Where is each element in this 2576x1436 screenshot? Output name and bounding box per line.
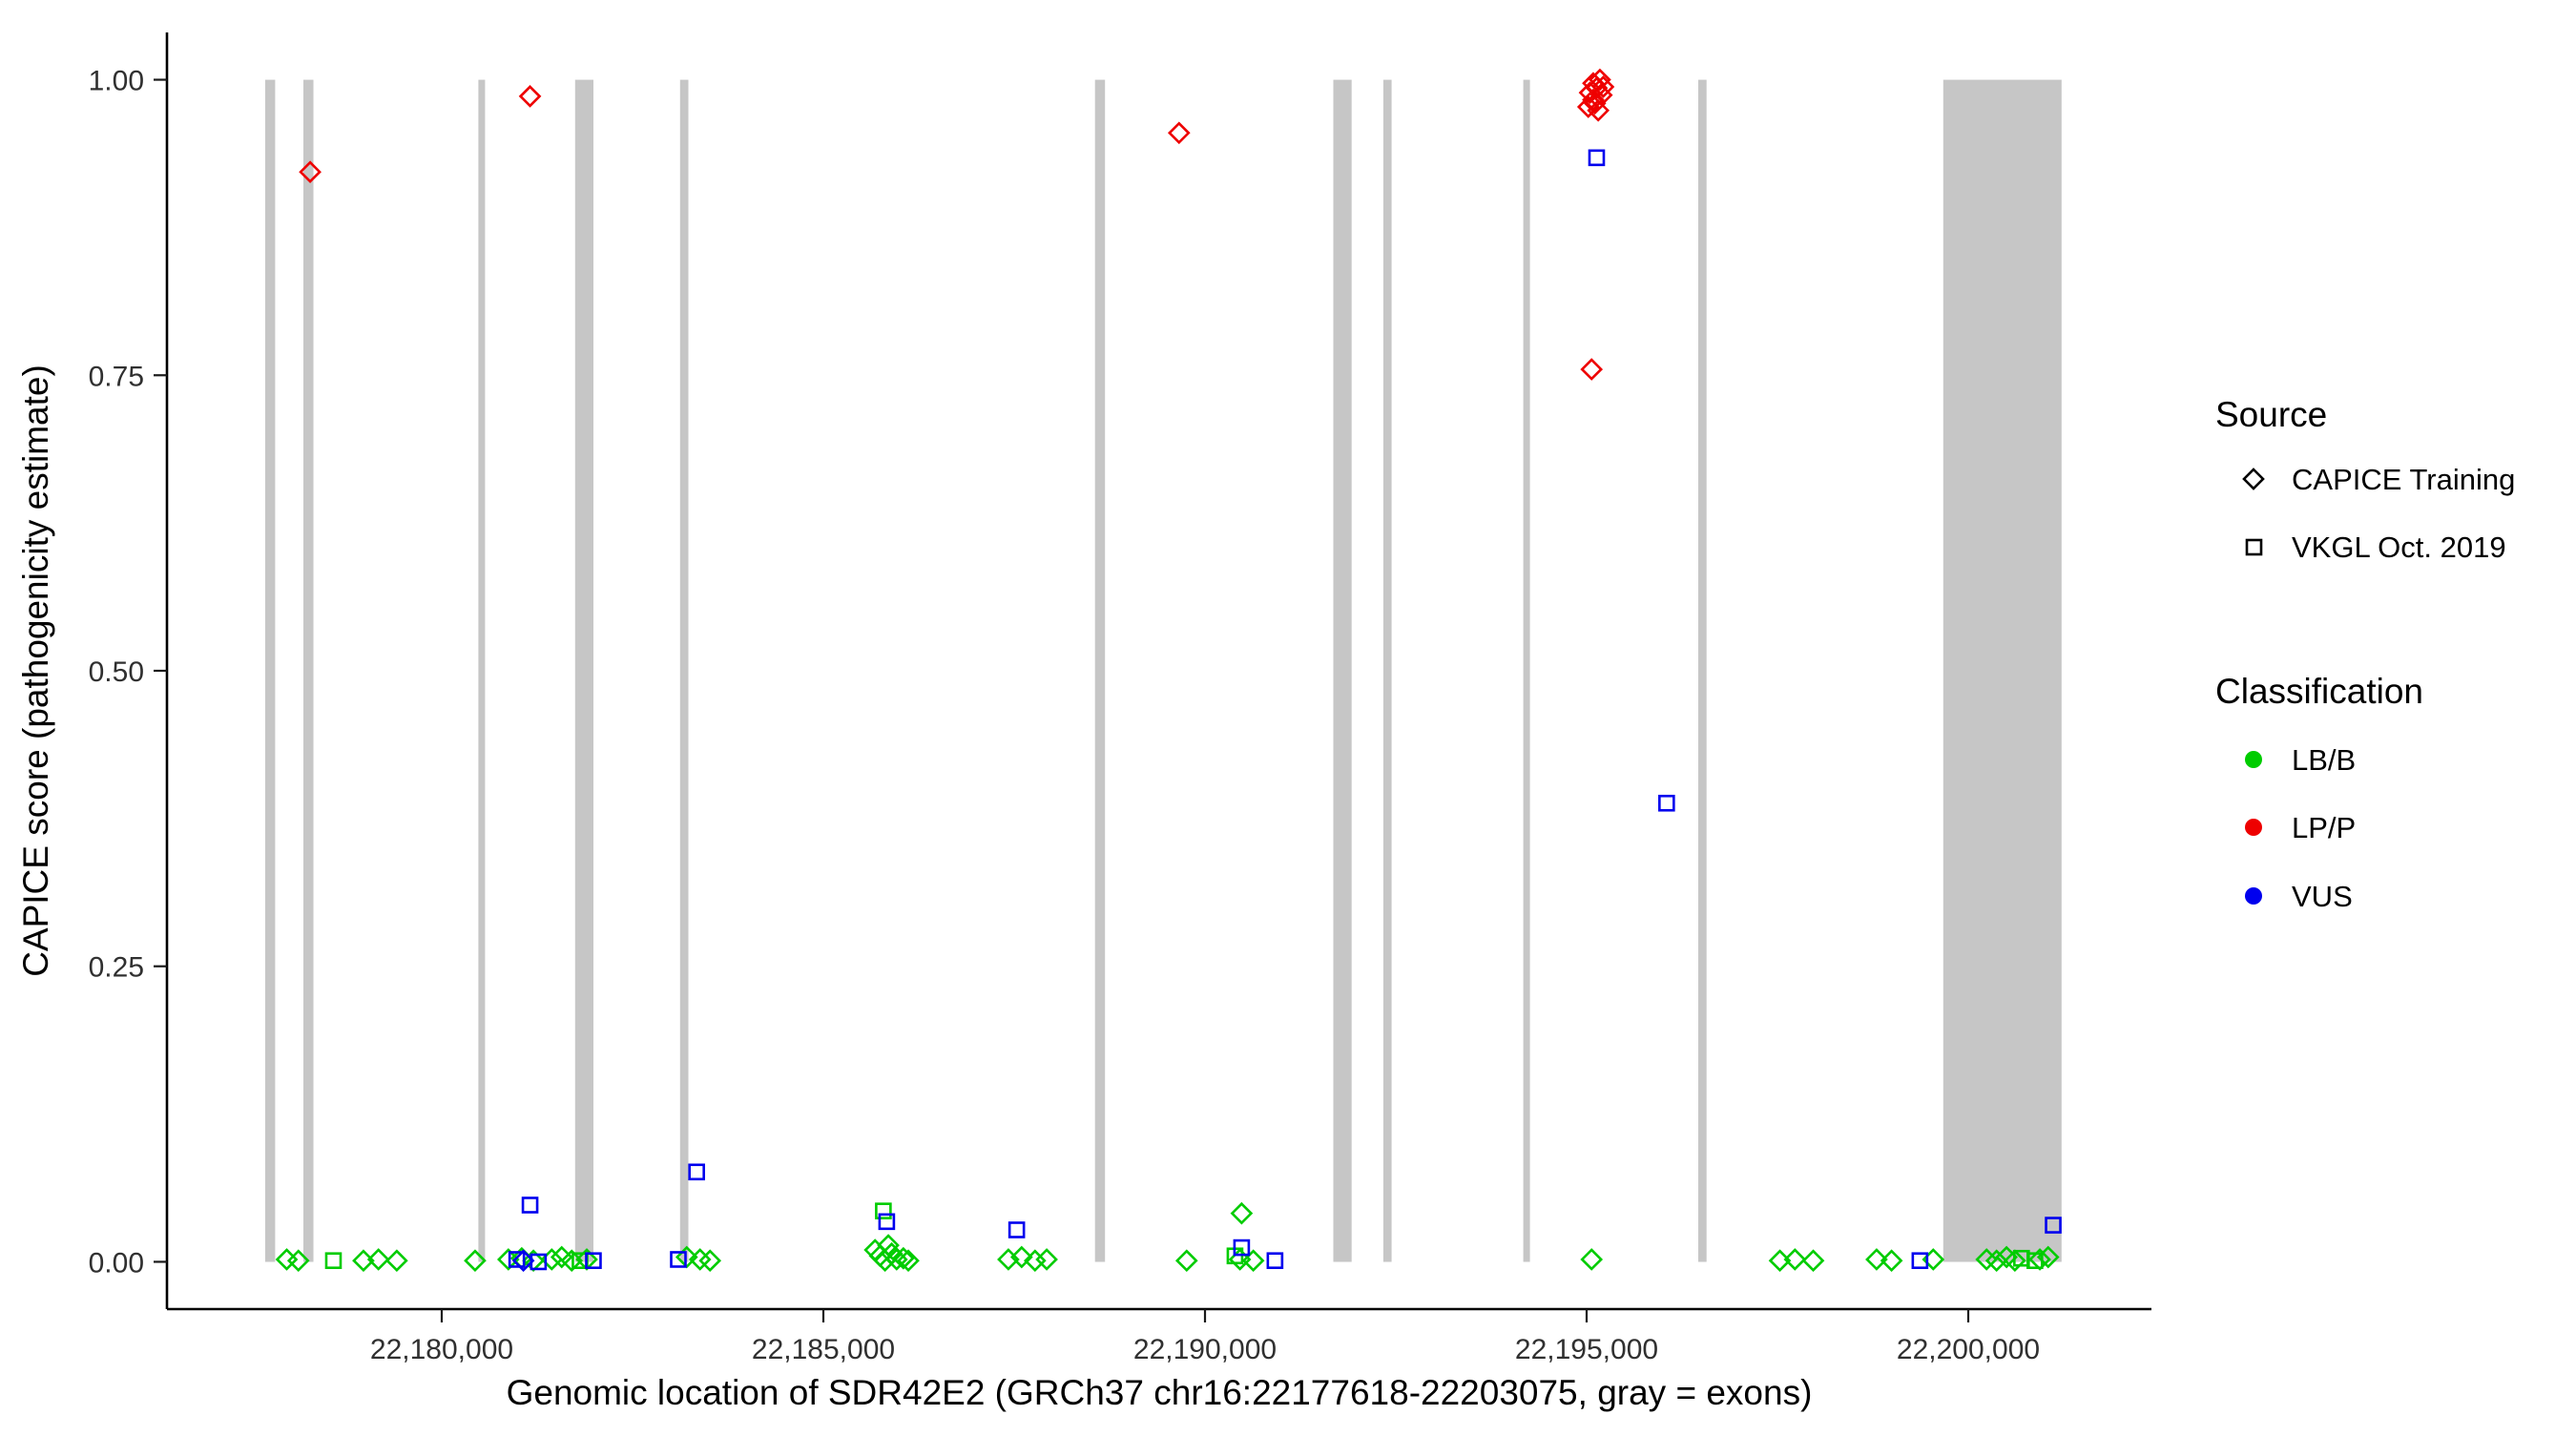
legend-source: Source CAPICE Training VKGL Oct. 2019	[2215, 395, 2515, 564]
legend-source-item-label: VKGL Oct. 2019	[2292, 531, 2506, 564]
data-point-diamond	[385, 1249, 408, 1273]
legend-class-item-label: VUS	[2292, 880, 2353, 913]
exon-region	[574, 79, 593, 1262]
vus-color-dot-icon	[2245, 887, 2262, 905]
exon-region	[303, 79, 314, 1262]
data-point-diamond	[1984, 1249, 2008, 1273]
data-point-diamond	[1801, 1249, 1825, 1273]
exon-regions	[264, 79, 2062, 1262]
exon-region	[1094, 79, 1106, 1262]
data-point-diamond	[892, 1246, 915, 1270]
data-points	[275, 68, 2062, 1273]
data-point-diamond	[518, 85, 542, 108]
data-point-diamond	[464, 1249, 487, 1273]
data-point-square	[688, 1163, 706, 1181]
axes: 22,180,000 22,185,000 22,190,000 22,195,000…	[89, 32, 2151, 1365]
legend-source-item-label: CAPICE Training	[2292, 463, 2515, 496]
data-point-square	[2045, 1217, 2062, 1234]
legend-source-title: Source	[2215, 395, 2327, 434]
square-legend-icon	[2245, 538, 2263, 556]
data-point-diamond	[1880, 1249, 1903, 1273]
data-point-square	[1008, 1221, 1026, 1238]
data-point-diamond	[2004, 1249, 2026, 1273]
data-point-diamond	[299, 160, 322, 184]
data-point-diamond	[1783, 1248, 1807, 1271]
exon-region	[1698, 79, 1707, 1262]
data-point-square	[521, 1197, 539, 1214]
data-point-square	[585, 1252, 602, 1270]
x-tick-label: 22,190,000	[1133, 1334, 1277, 1365]
legend-class-item-label: LP/P	[2292, 811, 2356, 844]
x-tick-label: 22,200,000	[1897, 1334, 2040, 1365]
data-point-diamond	[877, 1234, 900, 1257]
data-point-diamond	[873, 1249, 897, 1273]
data-point-diamond	[1010, 1245, 1033, 1269]
data-point-square	[875, 1202, 892, 1219]
exon-region	[1523, 79, 1530, 1262]
data-point-square	[1266, 1252, 1284, 1270]
data-point-square	[324, 1252, 343, 1270]
y-tick-label: 0.75	[89, 361, 144, 392]
legend-classification-title: Classification	[2215, 672, 2423, 711]
data-point-square	[2026, 1252, 2044, 1270]
y-tick-label: 0.00	[89, 1247, 144, 1279]
exon-region	[1333, 79, 1352, 1262]
data-point-diamond	[1241, 1249, 1265, 1273]
y-tick-label: 0.25	[89, 952, 144, 984]
data-point-diamond	[1580, 358, 1604, 381]
legend-class-item-label: LB/B	[2292, 743, 2356, 777]
data-point-diamond	[366, 1248, 390, 1271]
y-tick-label: 0.50	[89, 656, 144, 688]
data-point-diamond	[1024, 1249, 1047, 1273]
data-point-square	[670, 1251, 687, 1268]
data-point-diamond	[1230, 1201, 1254, 1225]
exon-region	[264, 79, 276, 1262]
x-tick-label: 22,195,000	[1515, 1334, 1658, 1365]
data-point-square	[1233, 1238, 1251, 1257]
data-point-diamond	[1167, 121, 1191, 145]
data-point-diamond	[1580, 1248, 1604, 1271]
data-point-square	[1588, 149, 1606, 167]
data-point-diamond	[550, 1245, 573, 1269]
exon-region	[1942, 79, 2062, 1262]
data-point-diamond	[1035, 1248, 1058, 1271]
data-point-diamond	[1174, 1249, 1198, 1273]
data-point-diamond	[1865, 1248, 1888, 1271]
exon-region	[478, 79, 486, 1262]
data-point-diamond	[1582, 88, 1605, 112]
exon-region	[1382, 79, 1392, 1262]
x-tick-label: 22,185,000	[752, 1334, 895, 1365]
data-point-square	[1658, 794, 1675, 812]
lbb-color-dot-icon	[2245, 751, 2262, 768]
data-point-diamond	[897, 1249, 920, 1273]
diamond-legend-icon	[2242, 468, 2265, 490]
data-point-square	[1911, 1252, 1929, 1270]
data-point-diamond	[286, 1249, 310, 1273]
data-point-square	[878, 1213, 896, 1231]
y-axis-title: CAPICE score (pathogenicity estimate)	[16, 364, 55, 977]
data-point-diamond	[1591, 75, 1615, 98]
data-point-diamond	[1228, 1248, 1252, 1271]
data-point-square	[530, 1253, 548, 1271]
data-point-diamond	[511, 1249, 535, 1273]
lpp-color-dot-icon	[2245, 819, 2262, 836]
y-tick-label: 1.00	[89, 66, 144, 97]
x-tick-label: 22,180,000	[370, 1334, 513, 1365]
data-point-diamond	[698, 1249, 722, 1273]
data-point-diamond	[1589, 68, 1611, 92]
exon-region	[679, 79, 689, 1262]
data-point-square	[508, 1251, 526, 1268]
data-point-diamond	[997, 1248, 1020, 1271]
legend-classification: Classification LB/B LP/P VUS	[2215, 672, 2423, 913]
x-axis-title: Genomic location of SDR42E2 (GRCh37 chr1…	[507, 1373, 1813, 1412]
